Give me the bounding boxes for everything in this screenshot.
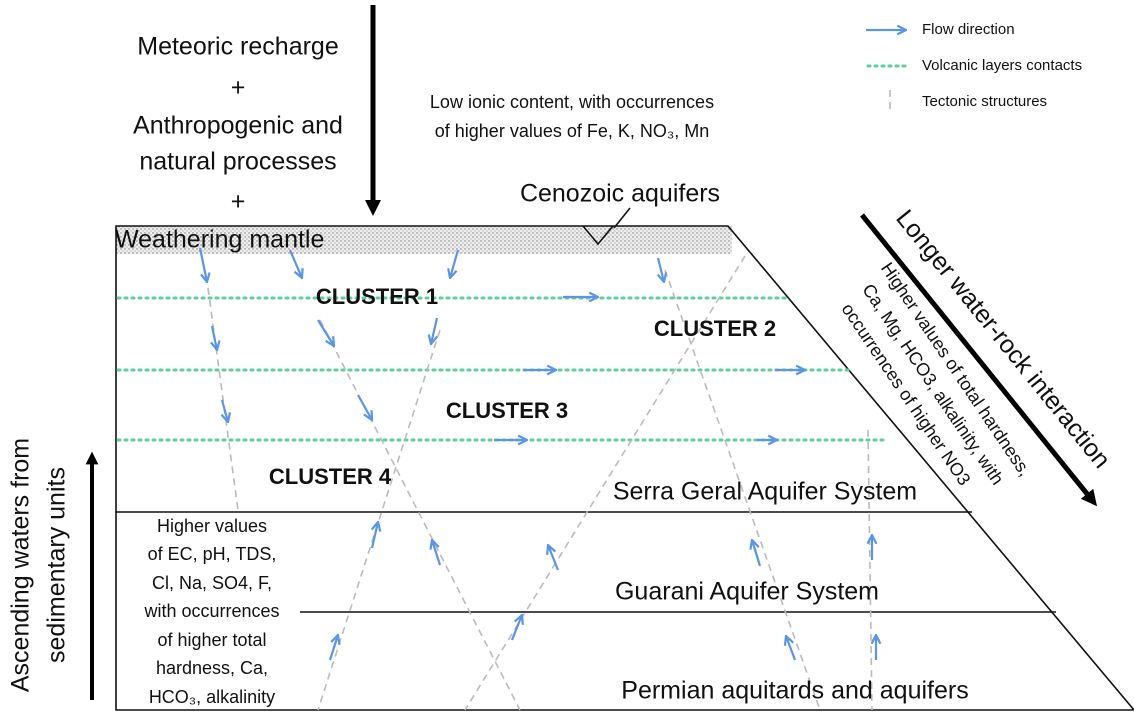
note: of higher total: [157, 630, 266, 650]
unit: Guarani Aquifer System: [615, 578, 879, 606]
side-note: Higher values of total hardness, Ca, Mg,…: [838, 259, 1036, 489]
note: Higher values: [157, 516, 267, 536]
note: Cl, Na, SO4, F,: [152, 573, 272, 593]
note: HCO₃, alkalinity: [149, 687, 275, 707]
label: Weathering mantle: [115, 226, 324, 254]
label: Cenozoic aquifers: [520, 180, 720, 208]
block: [115, 207, 1134, 711]
note: of higher values of Fe, K, NO₃, Mn: [435, 121, 709, 141]
note: with occurrences: [143, 601, 279, 621]
label: +: [231, 74, 246, 102]
unit: Permian aquitards and aquifers: [621, 677, 968, 705]
cluster: CLUSTER 1: [316, 284, 438, 309]
ascending-text: Ascending waters from sedimentary units: [7, 438, 71, 692]
label: Meteoric recharge: [137, 33, 338, 61]
unit: Serra Geral Aquifer System: [613, 478, 917, 506]
label: sedimentary units: [43, 467, 71, 663]
flow-arrows: [198, 247, 876, 661]
label: +: [231, 188, 246, 216]
cluster: CLUSTER 3: [446, 398, 568, 423]
cluster: CLUSTER 4: [269, 464, 392, 489]
label: natural processes: [139, 148, 336, 176]
tectonic-lines: [207, 255, 873, 711]
note: Low ionic content, with occurrences: [430, 92, 714, 112]
legend-label: Volcanic layers contacts: [922, 57, 1082, 74]
pointer: [613, 207, 631, 229]
outline: [115, 225, 1134, 711]
legend-label: Tectonic structures: [922, 93, 1047, 110]
label: Ascending waters from: [7, 438, 35, 692]
note: hardness, Ca,: [156, 658, 268, 678]
deep-note: Higher values of EC, pH, TDS, Cl, Na, SO…: [143, 516, 279, 707]
cenozoic-notch: [582, 225, 614, 246]
interaction-arrow: [860, 213, 1098, 507]
note: of EC, pH, TDS,: [148, 544, 277, 564]
cluster: CLUSTER 2: [654, 316, 776, 341]
legend: Flow direction Volcanic layers contacts …: [866, 21, 1082, 114]
weathering-zone: [116, 226, 732, 254]
label: Anthropogenic and: [133, 112, 343, 140]
legend-label: Flow direction: [922, 21, 1015, 38]
recharge-text: Meteoric recharge + Anthropogenic and na…: [133, 33, 343, 216]
